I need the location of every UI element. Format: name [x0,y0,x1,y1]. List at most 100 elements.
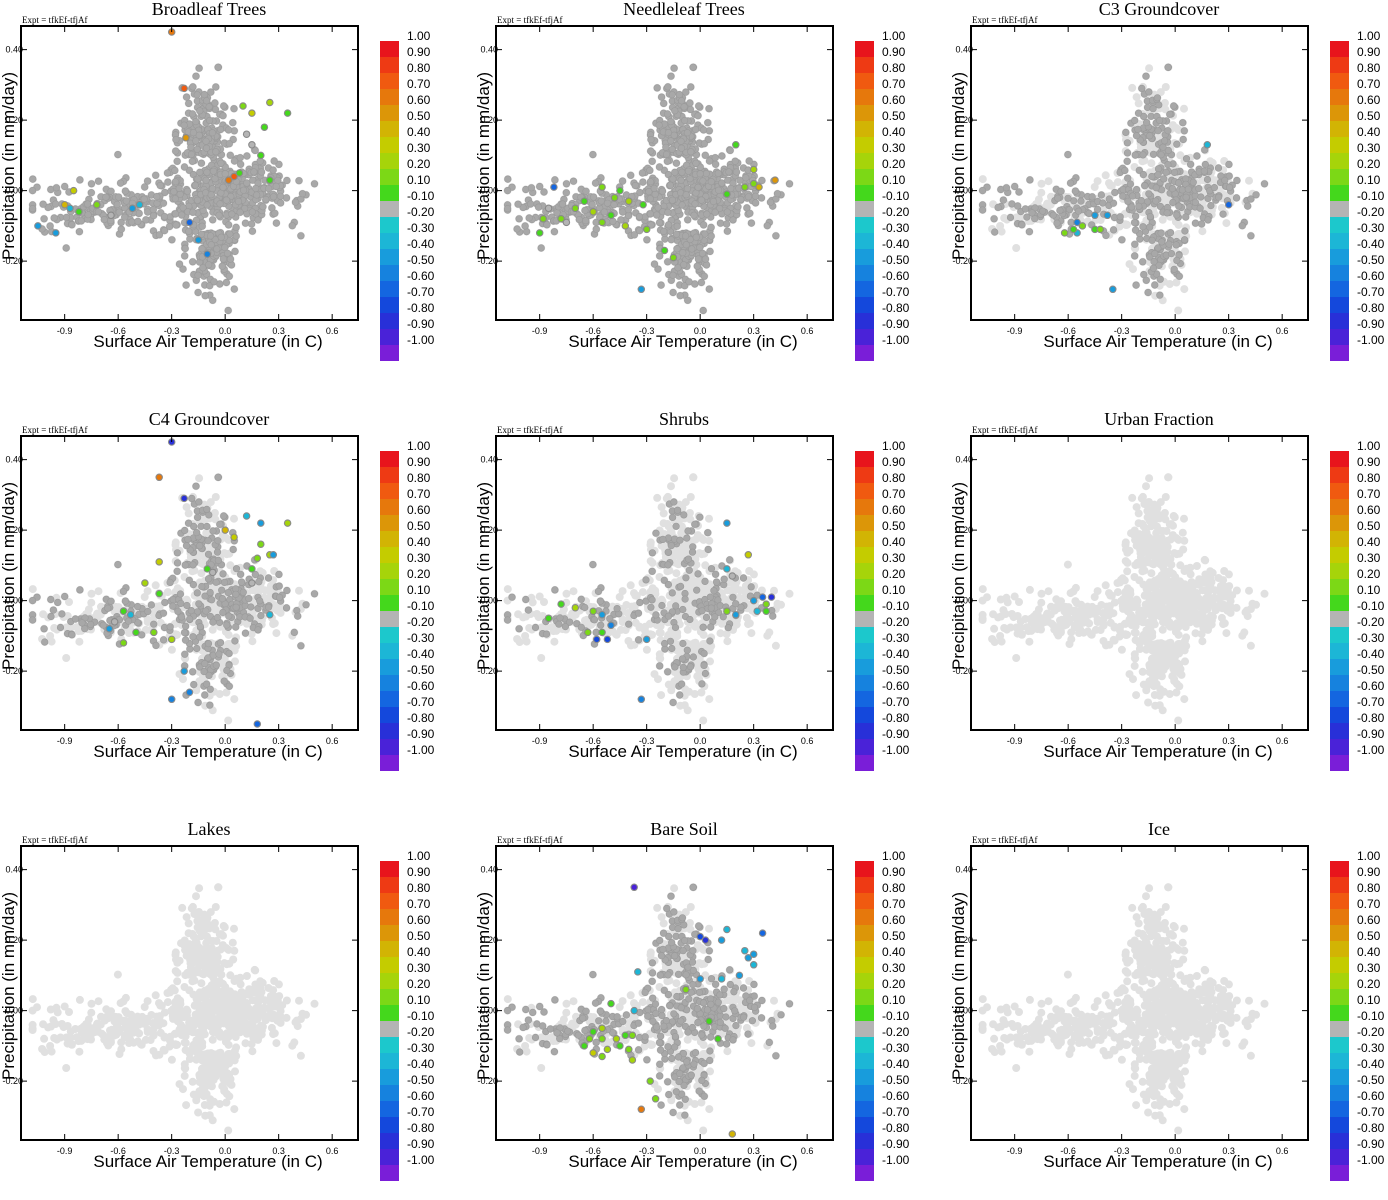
scatter-point-gray [1150,258,1158,266]
colorbar-swatch [855,121,874,137]
scatter-point-gray [698,249,707,257]
scatter-point-gray [1151,281,1159,289]
scatter-point-gray [212,83,220,91]
scatter-point-colored [571,204,580,213]
colorbar-label: 0.10 [407,173,431,187]
scatter-point-gray [117,225,125,233]
scatter-point-gray [679,249,687,257]
scatter-point-gray [624,212,633,220]
scatter-point-gray [707,178,715,186]
scatter-point-gray [705,157,714,165]
scatter-point-colored [52,229,60,237]
scatter-point-gray [650,184,658,192]
scatter-point-gray [669,288,677,297]
scatter-point-gray [682,191,690,199]
scatter-point-gray [581,206,589,215]
scatter-point-gray [669,175,677,183]
scatter-point-colored [248,109,256,117]
colorbar-label: -0.60 [407,269,435,283]
scatter-point-gray [744,193,753,201]
scatter-point-gray [1138,84,1146,92]
scatter-point-gray [999,196,1008,204]
scatter-point-gray [1077,197,1085,205]
scatter-point-gray [540,188,548,196]
scatter-point-gray [732,168,741,176]
scatter-point-gray [672,159,681,167]
scatter-point-gray [667,137,675,145]
scatter-point-gray [1191,219,1200,227]
scatter-point-gray [192,117,200,126]
plot-frame [495,25,834,321]
colorbar-swatch [855,345,874,361]
scatter-point-gray [225,126,233,134]
scatter-point-gray [747,219,756,227]
colorbar-label: -0.60 [882,269,910,283]
scatter-point-gray [219,112,227,120]
scatter-point-gray [701,255,710,263]
scatter-point-gray [504,175,512,183]
scatter-point-colored [639,200,647,209]
scatter-point-gray [978,206,987,214]
scatter-point-gray [187,143,195,151]
scatter-point-gray [664,221,673,229]
scatter-point-gray [1232,194,1241,202]
scatter-point-gray [746,209,754,217]
scatter-point-gray [189,258,197,266]
scatter-point-gray [114,151,122,159]
colorbar-swatch [380,249,399,265]
scatter-point-gray [671,107,679,115]
colorbar-label: 0.90 [407,45,431,59]
scatter-point-gray [291,198,300,206]
scatter-point-gray [693,262,701,270]
scatter-point-gray [718,152,726,160]
scatter-point-gray [205,103,213,111]
scatter-point-colored [224,176,233,184]
scatter-point-gray [699,221,708,229]
scatter-point-gray [723,208,731,216]
scatter-point-gray [1064,151,1072,159]
colorbar-label: -1.00 [882,333,910,347]
scatter-point-gray [1179,135,1187,144]
scatter-point-colored [203,250,212,258]
scatter-point-gray [648,157,656,165]
scatter-point-gray [1018,221,1026,229]
scatter-point-gray [269,193,278,201]
scatter-point-gray [682,88,690,96]
colorbar-swatch [380,329,399,345]
scatter-point-gray [686,99,694,107]
y-tick-label: 0.20 [480,115,498,125]
scatter-point-gray [660,99,668,107]
scatter-point-gray [175,260,184,268]
scatter-point-gray [209,296,217,304]
scatter-point-gray [687,83,695,91]
scatter-point-gray [758,176,766,185]
scatter-point-gray [631,181,639,190]
scatter-point-gray [694,112,702,120]
scatter-point-gray [757,194,766,202]
scatter-point-gray [609,217,617,225]
scatter-point-gray [745,157,753,165]
y-tick-label: 0.20 [5,115,23,125]
x-tick-label: -0.9 [532,326,548,336]
scatter-point-colored [185,218,194,227]
scatter-point-gray [196,168,204,176]
scatter-point-gray [208,129,216,137]
scatter-point-gray [180,163,189,171]
expt-label: Expt = tfkEf-tfjAf [22,15,88,25]
colorbar-label: -0.30 [882,221,910,235]
colorbar-swatch [380,233,399,249]
scatter-point-gray [667,236,675,244]
scatter-point-gray [675,90,684,99]
scatter-point-gray [676,292,684,300]
scatter-point-gray [189,208,197,216]
scatter-point-gray [726,146,734,154]
x-tick-label: 0.6 [326,326,339,336]
colorbar-label: -0.30 [407,221,435,235]
scatter-point-gray [141,183,149,191]
scatter-point-gray [183,187,192,195]
scatter-point-gray [194,175,202,183]
colorbar-label: 0.40 [882,125,906,139]
scatter-point-gray [222,278,230,287]
scatter-point-gray [115,208,123,216]
scatter-point-gray [100,216,108,224]
